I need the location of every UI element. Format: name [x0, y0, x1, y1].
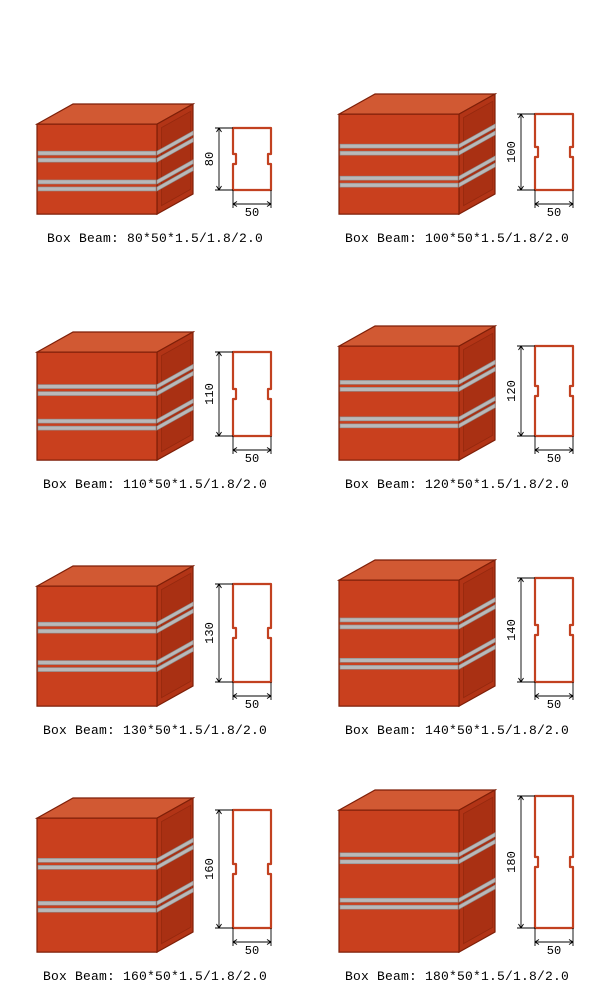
- height-dim-label: 120: [505, 380, 519, 402]
- width-dim-label: 50: [245, 944, 259, 954]
- height-dim-label: 160: [203, 858, 217, 880]
- beam-caption: Box Beam: 160*50*1.5/1.8/2.0: [43, 959, 267, 992]
- beam-cross-section-b160: 160 50: [201, 806, 275, 959]
- height-dim-label: 130: [203, 622, 217, 644]
- beam-cell-b80: 80 50 Box Beam: 80*50*1.5/1.8/2.0: [4, 8, 306, 254]
- beam-visual-row: 180 50: [306, 746, 608, 959]
- beam-cell-b180: 180 50 Box Beam: 180*50*1.5/1.8/2.0: [306, 746, 608, 992]
- beam-cross-section-b100: 100 50: [503, 110, 577, 221]
- beam-catalog-grid: 80 50 Box Beam: 80*50*1.5/1.8/2.0 100 50…: [0, 0, 612, 1000]
- height-dim-label: 100: [505, 141, 519, 163]
- beam-cross-section-b180: 180 50: [503, 792, 577, 959]
- beam-caption: Box Beam: 140*50*1.5/1.8/2.0: [345, 713, 569, 746]
- width-dim-label: 50: [547, 944, 561, 954]
- beam-cell-b140: 140 50 Box Beam: 140*50*1.5/1.8/2.0: [306, 500, 608, 746]
- beam-visual-row: 130 50: [4, 500, 306, 713]
- beam-caption: Box Beam: 180*50*1.5/1.8/2.0: [345, 959, 569, 992]
- beam-isometric-b110: [35, 330, 195, 467]
- beam-isometric-b120: [337, 324, 497, 467]
- beam-isometric-b180: [337, 788, 497, 959]
- beam-cross-section-b110: 110 50: [201, 348, 275, 467]
- beam-isometric-b130: [35, 564, 195, 713]
- height-dim-label: 140: [505, 619, 519, 641]
- beam-isometric-b80: [35, 102, 195, 221]
- beam-isometric-b140: [337, 558, 497, 713]
- height-dim-label: 180: [505, 851, 519, 873]
- width-dim-label: 50: [245, 452, 259, 462]
- width-dim-label: 50: [547, 698, 561, 708]
- beam-cell-b100: 100 50 Box Beam: 100*50*1.5/1.8/2.0: [306, 8, 608, 254]
- beam-caption: Box Beam: 130*50*1.5/1.8/2.0: [43, 713, 267, 746]
- beam-visual-row: 110 50: [4, 254, 306, 467]
- beam-caption: Box Beam: 110*50*1.5/1.8/2.0: [43, 467, 267, 500]
- beam-cross-section-b80: 80 50: [201, 124, 275, 221]
- beam-caption: Box Beam: 120*50*1.5/1.8/2.0: [345, 467, 569, 500]
- beam-isometric-b160: [35, 796, 195, 959]
- height-dim-label: 80: [203, 152, 217, 166]
- beam-cell-b110: 110 50 Box Beam: 110*50*1.5/1.8/2.0: [4, 254, 306, 500]
- width-dim-label: 50: [547, 452, 561, 462]
- beam-cell-b130: 130 50 Box Beam: 130*50*1.5/1.8/2.0: [4, 500, 306, 746]
- beam-visual-row: 140 50: [306, 500, 608, 713]
- width-dim-label: 50: [245, 698, 259, 708]
- width-dim-label: 50: [547, 206, 561, 216]
- beam-visual-row: 160 50: [4, 746, 306, 959]
- height-dim-label: 110: [203, 383, 217, 405]
- beam-caption: Box Beam: 100*50*1.5/1.8/2.0: [345, 221, 569, 254]
- beam-cell-b160: 160 50 Box Beam: 160*50*1.5/1.8/2.0: [4, 746, 306, 992]
- beam-cross-section-b120: 120 50: [503, 342, 577, 467]
- beam-cell-b120: 120 50 Box Beam: 120*50*1.5/1.8/2.0: [306, 254, 608, 500]
- beam-visual-row: 100 50: [306, 8, 608, 221]
- beam-visual-row: 80 50: [4, 8, 306, 221]
- beam-isometric-b100: [337, 92, 497, 221]
- width-dim-label: 50: [245, 206, 259, 216]
- beam-visual-row: 120 50: [306, 254, 608, 467]
- beam-caption: Box Beam: 80*50*1.5/1.8/2.0: [47, 221, 263, 254]
- beam-cross-section-b140: 140 50: [503, 574, 577, 713]
- beam-cross-section-b130: 130 50: [201, 580, 275, 713]
